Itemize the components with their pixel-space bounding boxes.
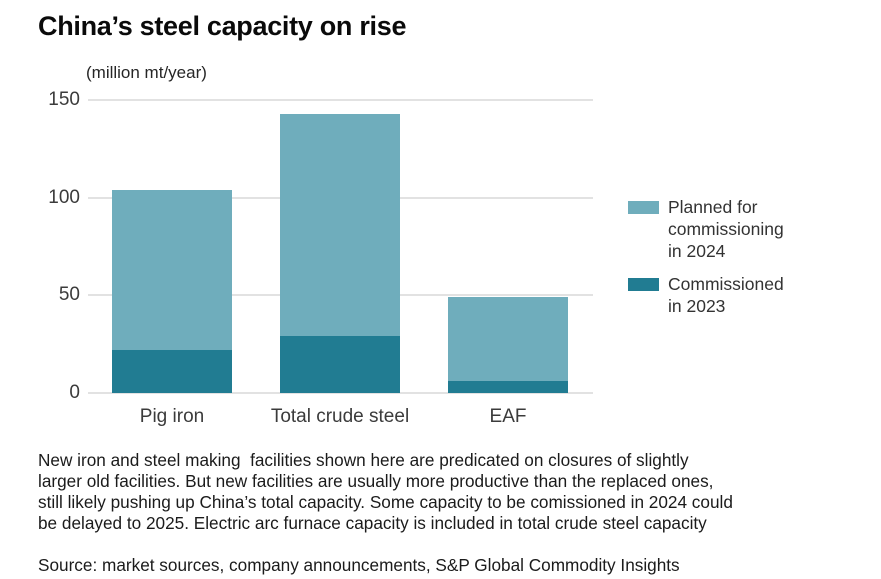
legend-item-planned-2024: Planned for commissioning in 2024 <box>628 196 828 262</box>
legend-label-planned-2024: Planned for commissioning in 2024 <box>668 197 784 261</box>
x-category-label-total-crude-steel: Total crude steel <box>270 406 410 427</box>
gridline-0 <box>88 392 593 394</box>
legend-swatch-planned-2024 <box>628 201 659 214</box>
bar-total-crude-steel <box>280 113 400 393</box>
bar-eaf <box>448 297 568 393</box>
y-tick-label-150: 150 <box>48 89 80 110</box>
legend-swatch-commissioned-2023 <box>628 278 659 291</box>
y-tick-label-100: 100 <box>48 186 80 208</box>
bar-segment-commissioned-in-2023 <box>280 336 400 393</box>
footnote-line: be delayed to 2025. Electric arc furnace… <box>38 513 707 533</box>
legend-item-commissioned-2023: Commissioned in 2023 <box>628 273 828 317</box>
bar-segment-commissioned-in-2023 <box>112 350 232 393</box>
chart-footnote: New iron and steel making facilities sho… <box>38 450 733 534</box>
bar-segment-commissioned-in-2023 <box>448 381 568 393</box>
legend-label-commissioned-2023: Commissioned in 2023 <box>668 274 784 316</box>
y-axis-unit-label: (million mt/year) <box>86 63 207 82</box>
y-tick-label-0: 0 <box>69 382 80 403</box>
page-title: China’s steel capacity on rise <box>38 11 407 41</box>
gridline-150 <box>88 99 593 101</box>
y-tick-label-50: 50 <box>58 284 80 306</box>
footnote-line: still likely pushing up China’s total ca… <box>38 492 733 512</box>
source-line: Source: market sources, company announce… <box>38 555 680 575</box>
chart-legend: Planned for commissioning in 2024 Commis… <box>628 196 828 328</box>
x-category-label-eaf: EAF <box>489 406 527 427</box>
x-category-label-pig-iron: Pig iron <box>139 406 205 427</box>
bar-pig-iron <box>112 189 232 393</box>
plot-area <box>88 99 593 394</box>
footnote-line: larger old facilities. But new facilitie… <box>38 471 714 491</box>
footnote-line: New iron and steel making facilities sho… <box>38 450 689 470</box>
